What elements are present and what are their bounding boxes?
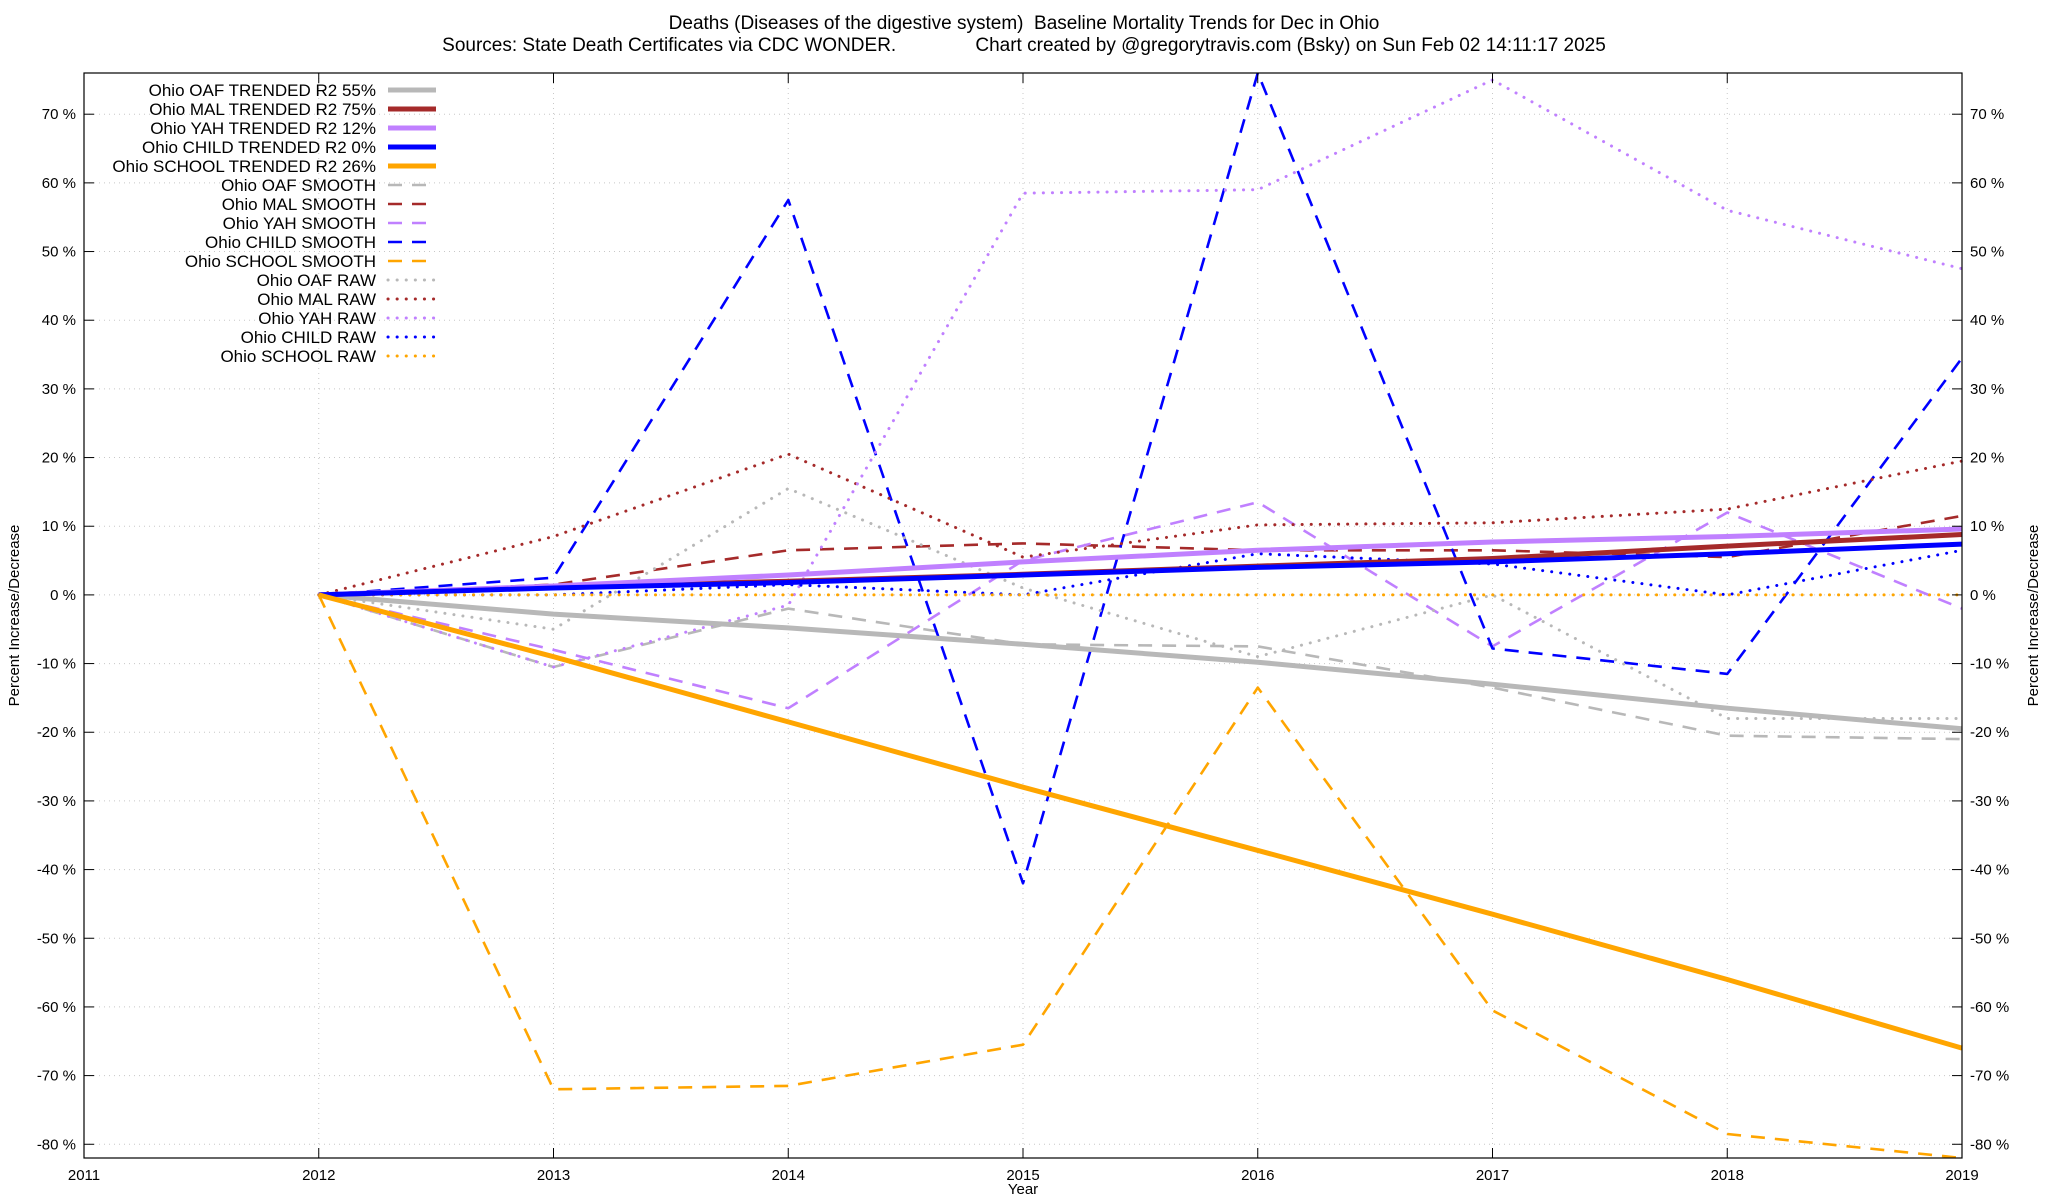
x-axis-label: Year (1008, 1181, 1038, 1198)
legend-label: Ohio YAH SMOOTH (223, 214, 376, 233)
x-tick-label: 2017 (1476, 1167, 1509, 1184)
y2-tick-label: 20 % (1970, 450, 2004, 467)
x-tick-label: 2011 (68, 1167, 100, 1184)
y-axis-label: Percent Increase/Decrease (6, 525, 23, 707)
series-line-10 (317, 594, 1963, 1160)
series-layer (317, 71, 1964, 1160)
y2-tick-label: 0 % (1970, 587, 1996, 604)
legend-label: Ohio SCHOOL SMOOTH (185, 252, 376, 271)
y2-tick-label: -70 % (1970, 1068, 2009, 1085)
series-line-11 (317, 487, 1964, 720)
x-tick-label: 2018 (1711, 1167, 1744, 1184)
series-line-4 (318, 541, 1963, 598)
y2-tick-label: -10 % (1970, 656, 2009, 673)
y2-tick-label: 40 % (1970, 312, 2004, 329)
y2-tick-label: -80 % (1970, 1136, 2009, 1153)
y2-tick-label: 30 % (1970, 381, 2004, 398)
x-tick-label: 2014 (772, 1167, 805, 1184)
legend-label: Ohio MAL SMOOTH (222, 195, 376, 214)
y-tick-label: -20 % (37, 724, 76, 741)
legend-label: Ohio OAF SMOOTH (221, 176, 376, 195)
y-tick-label: -10 % (37, 656, 76, 673)
x-tick-label: 2012 (302, 1167, 335, 1184)
y2-tick-label: -20 % (1970, 724, 2009, 741)
y-tick-label: 30 % (42, 381, 76, 398)
legend-label: Ohio OAF RAW (257, 271, 376, 290)
y2-tick-label: 70 % (1970, 106, 2004, 123)
x-tick-label: 2019 (1945, 1167, 1978, 1184)
y-tick-label: 50 % (42, 244, 76, 261)
series-line-3 (318, 526, 1963, 598)
legend-label: Ohio CHILD TRENDED R2 0% (142, 138, 376, 157)
legend-label: Ohio CHILD RAW (241, 328, 376, 347)
y-tick-label: 60 % (42, 175, 76, 192)
y-tick-label: -30 % (37, 793, 76, 810)
y2-tick-label: 50 % (1970, 244, 2004, 261)
series-line-14 (317, 548, 1964, 597)
series-line-12 (317, 452, 1964, 597)
legend-label: Ohio SCHOOL RAW (220, 347, 376, 366)
series-line-13 (317, 78, 1964, 669)
x-tick-label: 2015 (1006, 1167, 1039, 1184)
legend-label: Ohio MAL RAW (257, 290, 376, 309)
x-tick-label: 2013 (537, 1167, 570, 1184)
y2-tick-label: -50 % (1970, 930, 2009, 947)
legend-label: Ohio YAH RAW (258, 309, 376, 328)
series-line-6 (318, 593, 1963, 741)
y2-tick-label: 60 % (1970, 175, 2004, 192)
y-tick-label: 20 % (42, 450, 76, 467)
y-tick-label: 70 % (42, 106, 76, 123)
y2-tick-label: 10 % (1970, 518, 2004, 535)
series-line-5 (318, 592, 1963, 1051)
y-tick-label: 40 % (42, 312, 76, 329)
y-tick-label: -70 % (37, 1068, 76, 1085)
legend-label: Ohio CHILD SMOOTH (205, 233, 376, 252)
chart-subtitle: Sources: State Death Certificates via CD… (442, 35, 1606, 56)
y2-tick-label: -30 % (1970, 793, 2009, 810)
chart-title: Deaths (Diseases of the digestive system… (668, 13, 1380, 34)
legend-label: Ohio SCHOOL TRENDED R2 26% (112, 157, 376, 176)
y-tick-label: -50 % (37, 930, 76, 947)
tick-layer: 70 % 70 % 60 % 60 % 50 % 50 % 40 % 40 % 30 % 30 %… (37, 73, 2009, 1184)
legend-label: Ohio YAH TRENDED R2 12% (150, 119, 376, 138)
legend-label: Ohio MAL TRENDED R2 75% (149, 100, 376, 119)
y-tick-label: -80 % (37, 1136, 76, 1153)
y-tick-label: 0 % (50, 587, 76, 604)
y2-axis-label: Percent Increase/Decrease (2025, 525, 2042, 707)
series-line-1 (318, 592, 1963, 732)
legend: Ohio OAF TRENDED R2 55%Ohio MAL TRENDED … (112, 81, 438, 366)
series-line-9 (318, 71, 1964, 885)
y-tick-label: -40 % (37, 862, 76, 879)
y-tick-label: 10 % (42, 518, 76, 535)
legend-label: Ohio OAF TRENDED R2 55% (149, 81, 376, 100)
y2-tick-label: -40 % (1970, 862, 2009, 879)
y-tick-label: -60 % (37, 999, 76, 1016)
y2-tick-label: -60 % (1970, 999, 2009, 1016)
x-tick-label: 2016 (1241, 1167, 1274, 1184)
